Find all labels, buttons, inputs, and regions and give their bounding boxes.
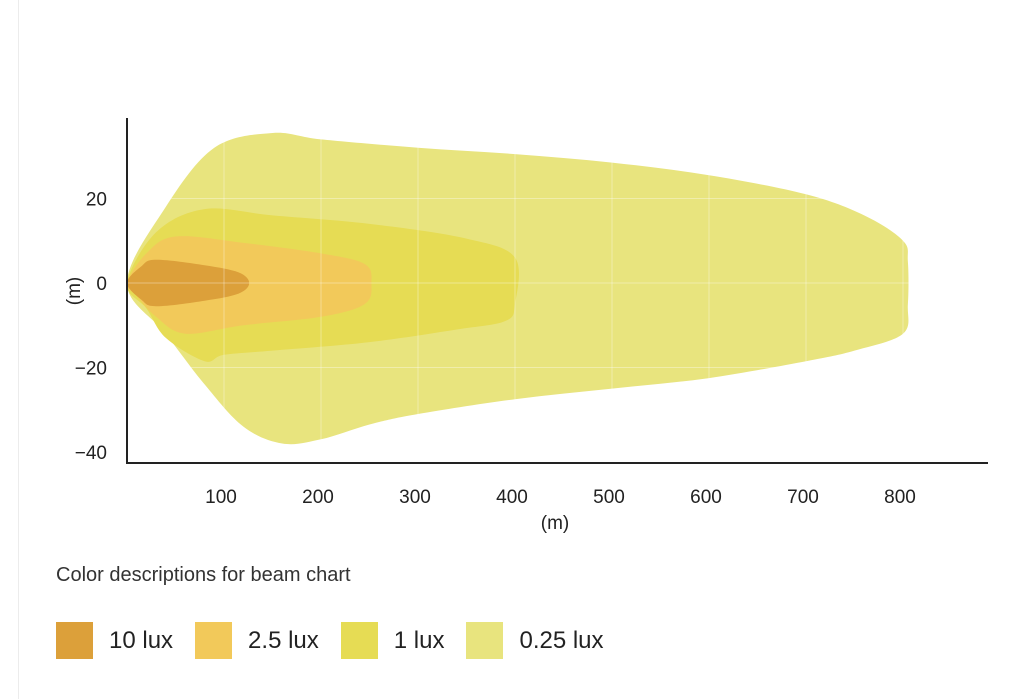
y-tick-label-20: 20 (86, 190, 107, 211)
legend-label-2-5-lux: 2.5 lux (248, 626, 319, 654)
legend-caption: Color descriptions for beam chart (56, 564, 351, 586)
legend-label-1-lux: 1 lux (393, 626, 445, 654)
legend-label-10-lux: 10 lux (109, 626, 174, 654)
x-tick-label-300: 300 (399, 487, 431, 508)
x-tick-label-400: 400 (496, 487, 528, 508)
grid-layer (127, 130, 988, 463)
legend-swatch-2-5-lux (195, 622, 233, 659)
legend-swatch-0-25-lux (466, 622, 504, 659)
y-tick-label-20: −20 (75, 359, 107, 380)
x-tick-label-800: 800 (884, 487, 916, 508)
x-tick-label-200: 200 (302, 487, 334, 508)
series-area-0-25-lux (127, 132, 909, 445)
y-tick-label-0: 0 (96, 274, 107, 295)
x-tick-label-600: 600 (690, 487, 722, 508)
legend-item-10-lux: 10 lux (56, 622, 173, 659)
legend: 10 lux 2.5 lux 1 lux 0.25 lux (56, 622, 626, 659)
x-axis-title: (m) (541, 513, 569, 534)
beam-chart: (m) (m) 100 200 300 400 500 600 700 800200−20−4… (64, 118, 988, 534)
series-area-2-5-lux (126, 236, 372, 334)
legend-label-0-25-lux: 0.25 lux (519, 626, 604, 654)
series-area-10-lux (127, 259, 250, 307)
legend-swatch-10-lux (56, 622, 93, 659)
legend-item-2-5-lux: 2.5 lux (195, 622, 319, 659)
x-tick-label-100: 100 (205, 487, 237, 508)
legend-item-0-25-lux: 0.25 lux (466, 622, 604, 659)
series-layer (126, 132, 909, 445)
x-tick-label-500: 500 (593, 487, 625, 508)
y-tick-label-40: −40 (75, 443, 107, 464)
legend-item-1-lux: 1 lux (340, 622, 445, 659)
x-tick-label-700: 700 (787, 487, 819, 508)
page-left-rule (18, 0, 19, 699)
legend-swatch-1-lux (340, 622, 378, 659)
y-axis-title: (m) (64, 277, 85, 305)
axis-layer (126, 118, 988, 464)
